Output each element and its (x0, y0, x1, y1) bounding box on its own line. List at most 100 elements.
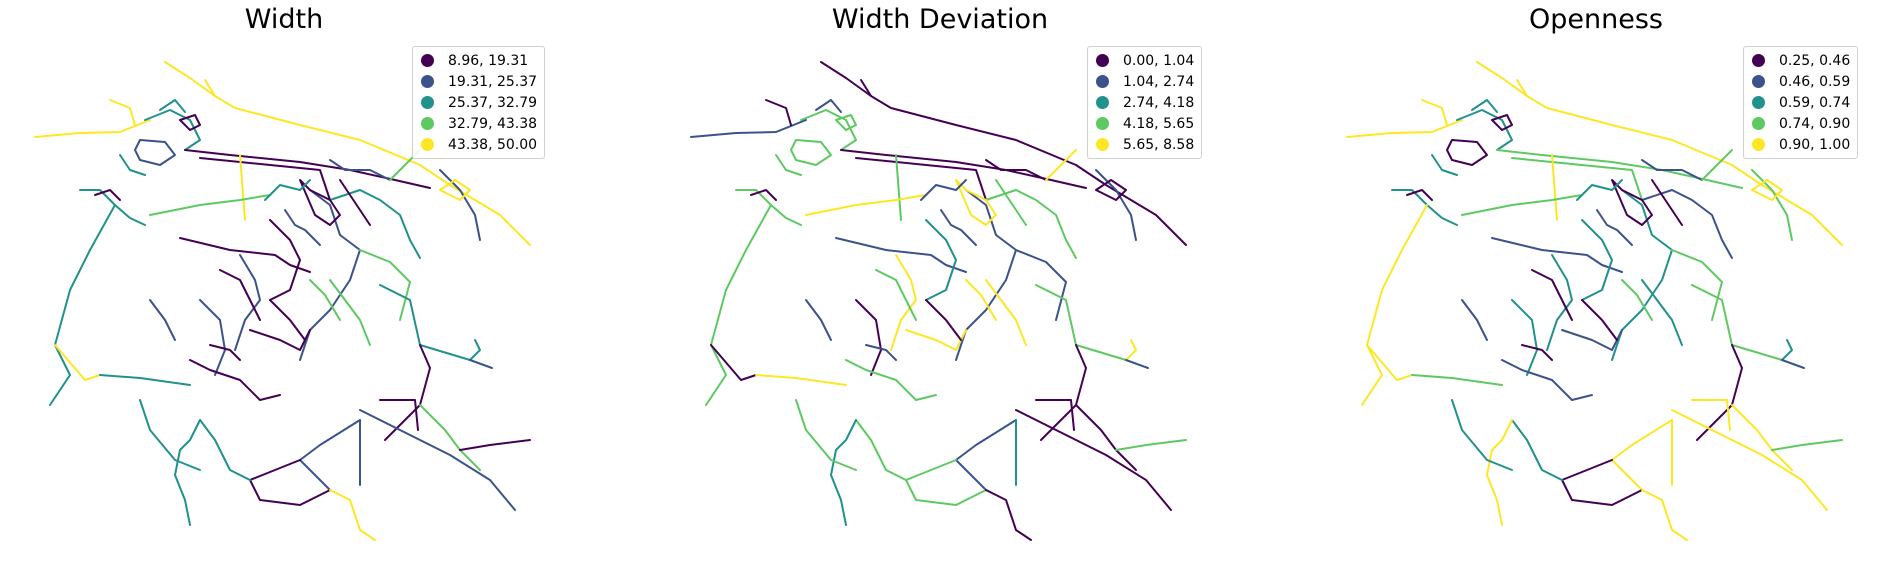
street-segment (995, 179, 1027, 226)
street-segment (94, 189, 121, 201)
street-segment (985, 489, 1032, 541)
legend-item: 8.96, 19.31 (421, 50, 537, 71)
street-segment (1501, 359, 1593, 401)
street-segment (1611, 189, 1673, 361)
street-segment (1561, 329, 1623, 351)
street-segment (1486, 419, 1513, 526)
street-segment (149, 299, 176, 341)
street-segment (925, 219, 957, 301)
street-segment (860, 79, 872, 97)
panel-title: Width (244, 4, 324, 35)
street-network-map (1346, 61, 1843, 541)
street-segment (755, 374, 847, 386)
street-segment (895, 154, 902, 221)
street-segment (159, 99, 186, 113)
street-segment (855, 419, 907, 481)
street-segment (134, 139, 176, 166)
street-segment (284, 209, 321, 246)
street-segment (955, 189, 1017, 361)
legend-item: 0.90, 1.00 (1752, 134, 1850, 155)
street-segment (139, 399, 201, 471)
street-segment (1596, 209, 1633, 246)
legend-label: 0.59, 0.74 (1779, 94, 1851, 111)
street-segment (845, 359, 937, 401)
street-segment (1651, 179, 1683, 226)
street-segment (1516, 79, 1528, 97)
street-segment (1411, 374, 1503, 386)
street-segment (239, 154, 246, 221)
legend-item: 5.65, 8.58 (1096, 134, 1194, 155)
street-segment (1346, 119, 1463, 138)
street-segment (204, 79, 216, 97)
legend-item: 0.00, 1.04 (1096, 50, 1194, 71)
street-segment (920, 179, 967, 201)
legend-swatch (1752, 96, 1765, 109)
street-segment (419, 404, 481, 471)
street-segment (1581, 219, 1613, 301)
street-segment (199, 299, 226, 376)
street-segment (439, 169, 481, 241)
street-segment (1781, 339, 1793, 361)
street-segment (54, 344, 101, 381)
street-segment (379, 399, 419, 431)
street-segment (1015, 409, 1172, 511)
legend-label: 0.25, 0.46 (1779, 52, 1851, 69)
street-segment (875, 269, 917, 321)
street-segment (1531, 269, 1573, 321)
legend-swatch (1096, 96, 1109, 109)
legend-label: 25.37, 32.79 (448, 94, 538, 111)
street-segment (805, 299, 832, 341)
street-segment (985, 279, 1027, 346)
street-segment (905, 459, 987, 506)
street-segment (49, 204, 116, 406)
map-legend: 0.00, 1.04 1.04, 2.74 2.74, 4.18 4.18, 5… (1087, 46, 1203, 159)
street-segment (189, 359, 281, 401)
street-segment (179, 114, 201, 131)
street-segment (840, 149, 1087, 189)
street-segment (149, 194, 271, 216)
legend-label: 5.65, 8.58 (1123, 136, 1195, 153)
street-segment (705, 204, 772, 406)
street-segment (219, 269, 261, 321)
legend-swatch (1096, 138, 1109, 151)
legend-item: 43.38, 50.00 (421, 134, 537, 155)
panel-title: Width Deviation (831, 4, 1049, 35)
street-segment (955, 419, 1017, 491)
legend-swatch (1752, 138, 1765, 151)
legend-label: 0.90, 1.00 (1779, 136, 1851, 153)
street-segment (329, 189, 421, 259)
legend-label: 1.04, 2.74 (1123, 73, 1195, 90)
legend-swatch (1096, 54, 1109, 67)
street-segment (184, 149, 431, 189)
legend-label: 0.46, 0.59 (1779, 73, 1851, 90)
street-segment (1551, 154, 1558, 221)
street-segment (820, 61, 1187, 246)
street-segment (269, 299, 306, 341)
street-segment (199, 419, 251, 481)
street-segment (1075, 404, 1137, 471)
street-segment (1496, 149, 1743, 189)
map-legend: 0.25, 0.46 0.46, 0.59 0.59, 0.74 0.74, 0… (1743, 46, 1859, 159)
street-segment (99, 374, 191, 386)
street-segment (1621, 279, 1653, 321)
legend-swatch (421, 54, 434, 67)
street-network-map (690, 61, 1187, 541)
street-segment (459, 439, 531, 451)
street-segment (299, 179, 341, 226)
street-segment (1115, 439, 1187, 451)
street-segment (1511, 419, 1563, 481)
street-segment (1511, 299, 1538, 376)
legend-label: 2.74, 4.18 (1123, 94, 1195, 111)
street-segment (174, 419, 201, 526)
street-segment (164, 61, 531, 246)
street-segment (765, 99, 792, 126)
legend-item: 0.59, 0.74 (1752, 92, 1850, 113)
street-segment (925, 299, 962, 341)
legend-label: 32.79, 43.38 (448, 115, 538, 132)
map-panel-width: Width 8.96, 19.31 19.31, 25.37 25.37, 32… (0, 0, 600, 573)
street-segment (1125, 339, 1137, 361)
map-legend: 8.96, 19.31 19.31, 25.37 25.37, 32.79 32… (412, 46, 546, 159)
street-segment (1671, 409, 1828, 511)
street-segment (1521, 344, 1553, 361)
street-segment (249, 329, 311, 351)
